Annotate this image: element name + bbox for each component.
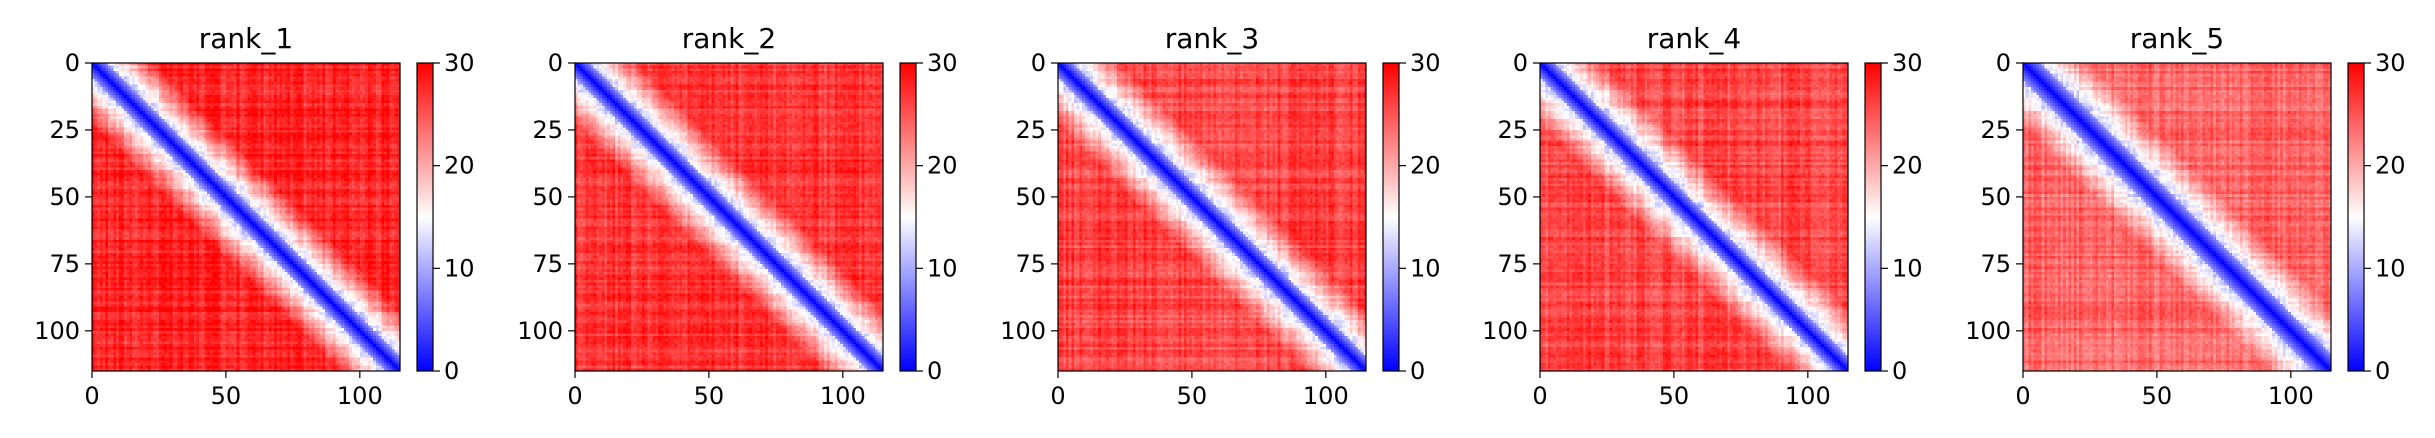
colorbar-gradient (1865, 63, 1881, 371)
y-tick-label: 25 (532, 116, 563, 144)
colorbar-gradient (900, 63, 916, 371)
y-tick-label: 25 (1015, 116, 1046, 144)
axes-frame (574, 62, 884, 372)
x-tick-label: 50 (1177, 382, 1208, 410)
x-tick-label: 0 (84, 382, 99, 410)
x-tick-label: 100 (2268, 382, 2314, 410)
y-tick-label: 50 (1980, 183, 2011, 211)
colorbar-tick-label: 30 (2375, 49, 2406, 77)
panel-title: rank_4 (1647, 22, 1741, 55)
panel-title: rank_1 (199, 22, 293, 55)
heatmap-panel-5: rank_5 0 50 100 0 25 50 75 100 0 10 20 30 (1965, 22, 2405, 410)
colorbar-gradient (417, 63, 433, 371)
colorbar-tick-label: 30 (444, 49, 475, 77)
heatmap-panel-3: rank_3 0 50 100 0 25 50 75 100 0 10 20 30 (1000, 22, 1440, 410)
colorbar-tick-label: 0 (1410, 357, 1425, 385)
colorbar-frame (899, 62, 917, 372)
colorbar-tick-label: 20 (444, 152, 475, 180)
colorbar-tick-label: 20 (1892, 152, 1923, 180)
heatmap-image (2023, 63, 2331, 371)
colorbar-tick-label: 0 (1892, 357, 1907, 385)
x-tick-label: 100 (1303, 382, 1349, 410)
colorbar-tick-label: 10 (2375, 254, 2406, 282)
heatmap-image (92, 63, 400, 371)
colorbar-tick-label: 20 (2375, 152, 2406, 180)
y-tick-label: 75 (532, 250, 563, 278)
y-tick-label: 25 (49, 116, 80, 144)
y-tick-label: 0 (1996, 49, 2011, 77)
heatmap-image (1058, 63, 1366, 371)
x-tick-label: 0 (1050, 382, 1065, 410)
y-tick-label: 50 (532, 183, 563, 211)
y-tick-label: 75 (1980, 250, 2011, 278)
y-tick-label: 100 (517, 317, 563, 345)
y-tick-label: 50 (1497, 183, 1528, 211)
y-tick-label: 100 (1000, 317, 1046, 345)
y-tick-label: 100 (34, 317, 80, 345)
panel-title: rank_5 (2130, 22, 2224, 55)
heatmap-panel-2: rank_2 0 50 100 0 25 50 75 100 0 10 20 30 (517, 22, 957, 410)
colorbar-tick-label: 0 (444, 357, 459, 385)
y-tick-label: 100 (1482, 317, 1528, 345)
x-tick-label: 100 (1785, 382, 1831, 410)
colorbar-frame (1382, 62, 1400, 372)
colorbar-gradient (1383, 63, 1399, 371)
heatmap-image (575, 63, 883, 371)
colorbar-tick-label: 10 (1410, 254, 1441, 282)
y-tick-label: 50 (49, 183, 80, 211)
axes-frame (1057, 62, 1367, 372)
y-tick-label: 75 (49, 250, 80, 278)
colorbar-tick-label: 30 (927, 49, 958, 77)
x-tick-label: 50 (2142, 382, 2173, 410)
colorbar-tick-label: 20 (927, 152, 958, 180)
colorbar-tick-label: 10 (1892, 254, 1923, 282)
colorbar-tick-label: 0 (2375, 357, 2390, 385)
colorbar-tick-label: 10 (444, 254, 475, 282)
x-tick-label: 50 (1659, 382, 1690, 410)
colorbar-tick-label: 0 (927, 357, 942, 385)
colorbar-tick-label: 10 (927, 254, 958, 282)
colorbar-frame (1864, 62, 1882, 372)
colorbar-frame (2347, 62, 2365, 372)
axes-frame (1539, 62, 1849, 372)
panel-title: rank_2 (682, 22, 776, 55)
heatmap-image (1540, 63, 1848, 371)
y-tick-label: 0 (1031, 49, 1046, 77)
x-tick-label: 50 (211, 382, 242, 410)
panel-title: rank_3 (1165, 22, 1259, 55)
colorbar-gradient (2348, 63, 2364, 371)
colorbar-tick-label: 30 (1410, 49, 1441, 77)
colorbar-tick-label: 30 (1892, 49, 1923, 77)
y-tick-label: 50 (1015, 183, 1046, 211)
heatmap-panel-1: rank_1 0 50 100 0 25 50 75 100 0 10 20 30 (34, 22, 474, 410)
x-tick-label: 0 (1532, 382, 1547, 410)
colorbar-tick-label: 20 (1410, 152, 1441, 180)
y-tick-label: 0 (1513, 49, 1528, 77)
x-tick-label: 50 (694, 382, 725, 410)
y-tick-label: 75 (1015, 250, 1046, 278)
axes-frame (91, 62, 401, 372)
heatmap-panel-4: rank_4 0 50 100 0 25 50 75 100 0 10 20 30 (1482, 22, 1922, 410)
x-tick-label: 0 (2015, 382, 2030, 410)
y-tick-label: 0 (65, 49, 80, 77)
x-tick-label: 0 (567, 382, 582, 410)
y-tick-label: 25 (1497, 116, 1528, 144)
y-tick-label: 100 (1965, 317, 2011, 345)
x-tick-label: 100 (820, 382, 866, 410)
y-tick-label: 0 (548, 49, 563, 77)
colorbar-frame (416, 62, 434, 372)
x-tick-label: 100 (337, 382, 383, 410)
y-tick-label: 75 (1497, 250, 1528, 278)
axes-frame (2022, 62, 2332, 372)
y-tick-label: 25 (1980, 116, 2011, 144)
